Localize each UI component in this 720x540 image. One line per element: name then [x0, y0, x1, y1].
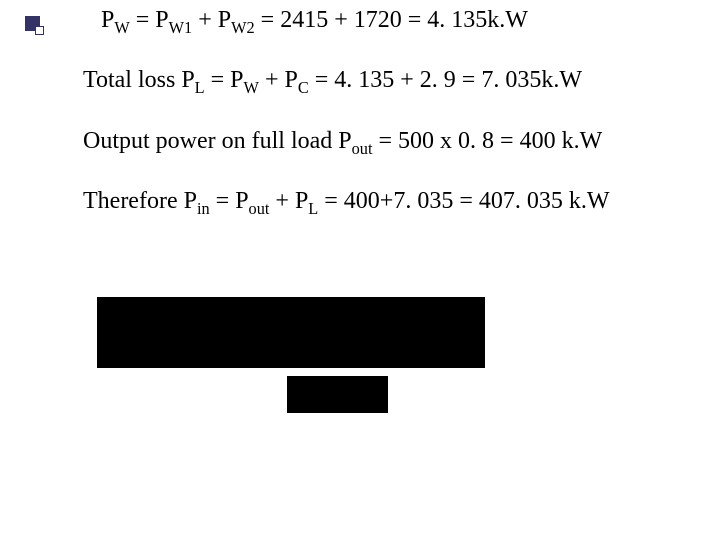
subscript: W1 [169, 18, 193, 37]
content-block: PW = PW1 + PW2 = 2415 + 1720 = 4. 135k.W… [83, 4, 698, 218]
subscript: W [114, 18, 129, 37]
subscript: out [249, 199, 270, 218]
text: = P [216, 188, 249, 214]
text: + P [269, 188, 308, 214]
bullet-square-inner-icon [35, 26, 44, 35]
equation-line-4: Therefore Pin = Pout + PL = 400+7. 035 =… [83, 185, 698, 217]
equation-line-1: PW = PW1 + PW2 = 2415 + 1720 = 4. 135k.W [83, 4, 698, 36]
text: = P [136, 7, 169, 33]
subscript: C [298, 78, 309, 97]
subscript: W2 [231, 18, 255, 37]
slide: PW = PW1 + PW2 = 2415 + 1720 = 4. 135k.W… [0, 0, 720, 540]
redaction-block-1 [97, 297, 485, 368]
equation-line-2: Total loss PL = PW + PC = 4. 135 + 2. 9 … [83, 64, 698, 96]
subscript: out [352, 139, 373, 158]
text: + P [265, 67, 298, 93]
text: Output power on full load P [83, 128, 352, 154]
text: = 4. 135 + 2. 9 = 7. 035k.W [315, 67, 582, 93]
subscript: L [308, 199, 318, 218]
text: + P [198, 7, 231, 33]
subscript: L [195, 78, 205, 97]
subscript: in [197, 199, 210, 218]
subscript: W [244, 78, 259, 97]
text: P [101, 7, 114, 33]
text: = 2415 + 1720 = 4. 135k.W [261, 7, 528, 33]
text: = 500 x 0. 8 = 400 k.W [373, 128, 603, 154]
redaction-block-2 [287, 376, 388, 413]
equation-line-3: Output power on full load Pout = 500 x 0… [83, 125, 698, 157]
text: = P [211, 67, 244, 93]
text: = 400+7. 035 = 407. 035 k.W [318, 188, 609, 214]
text: Total loss P [83, 67, 195, 93]
text: Therefore P [83, 188, 197, 214]
